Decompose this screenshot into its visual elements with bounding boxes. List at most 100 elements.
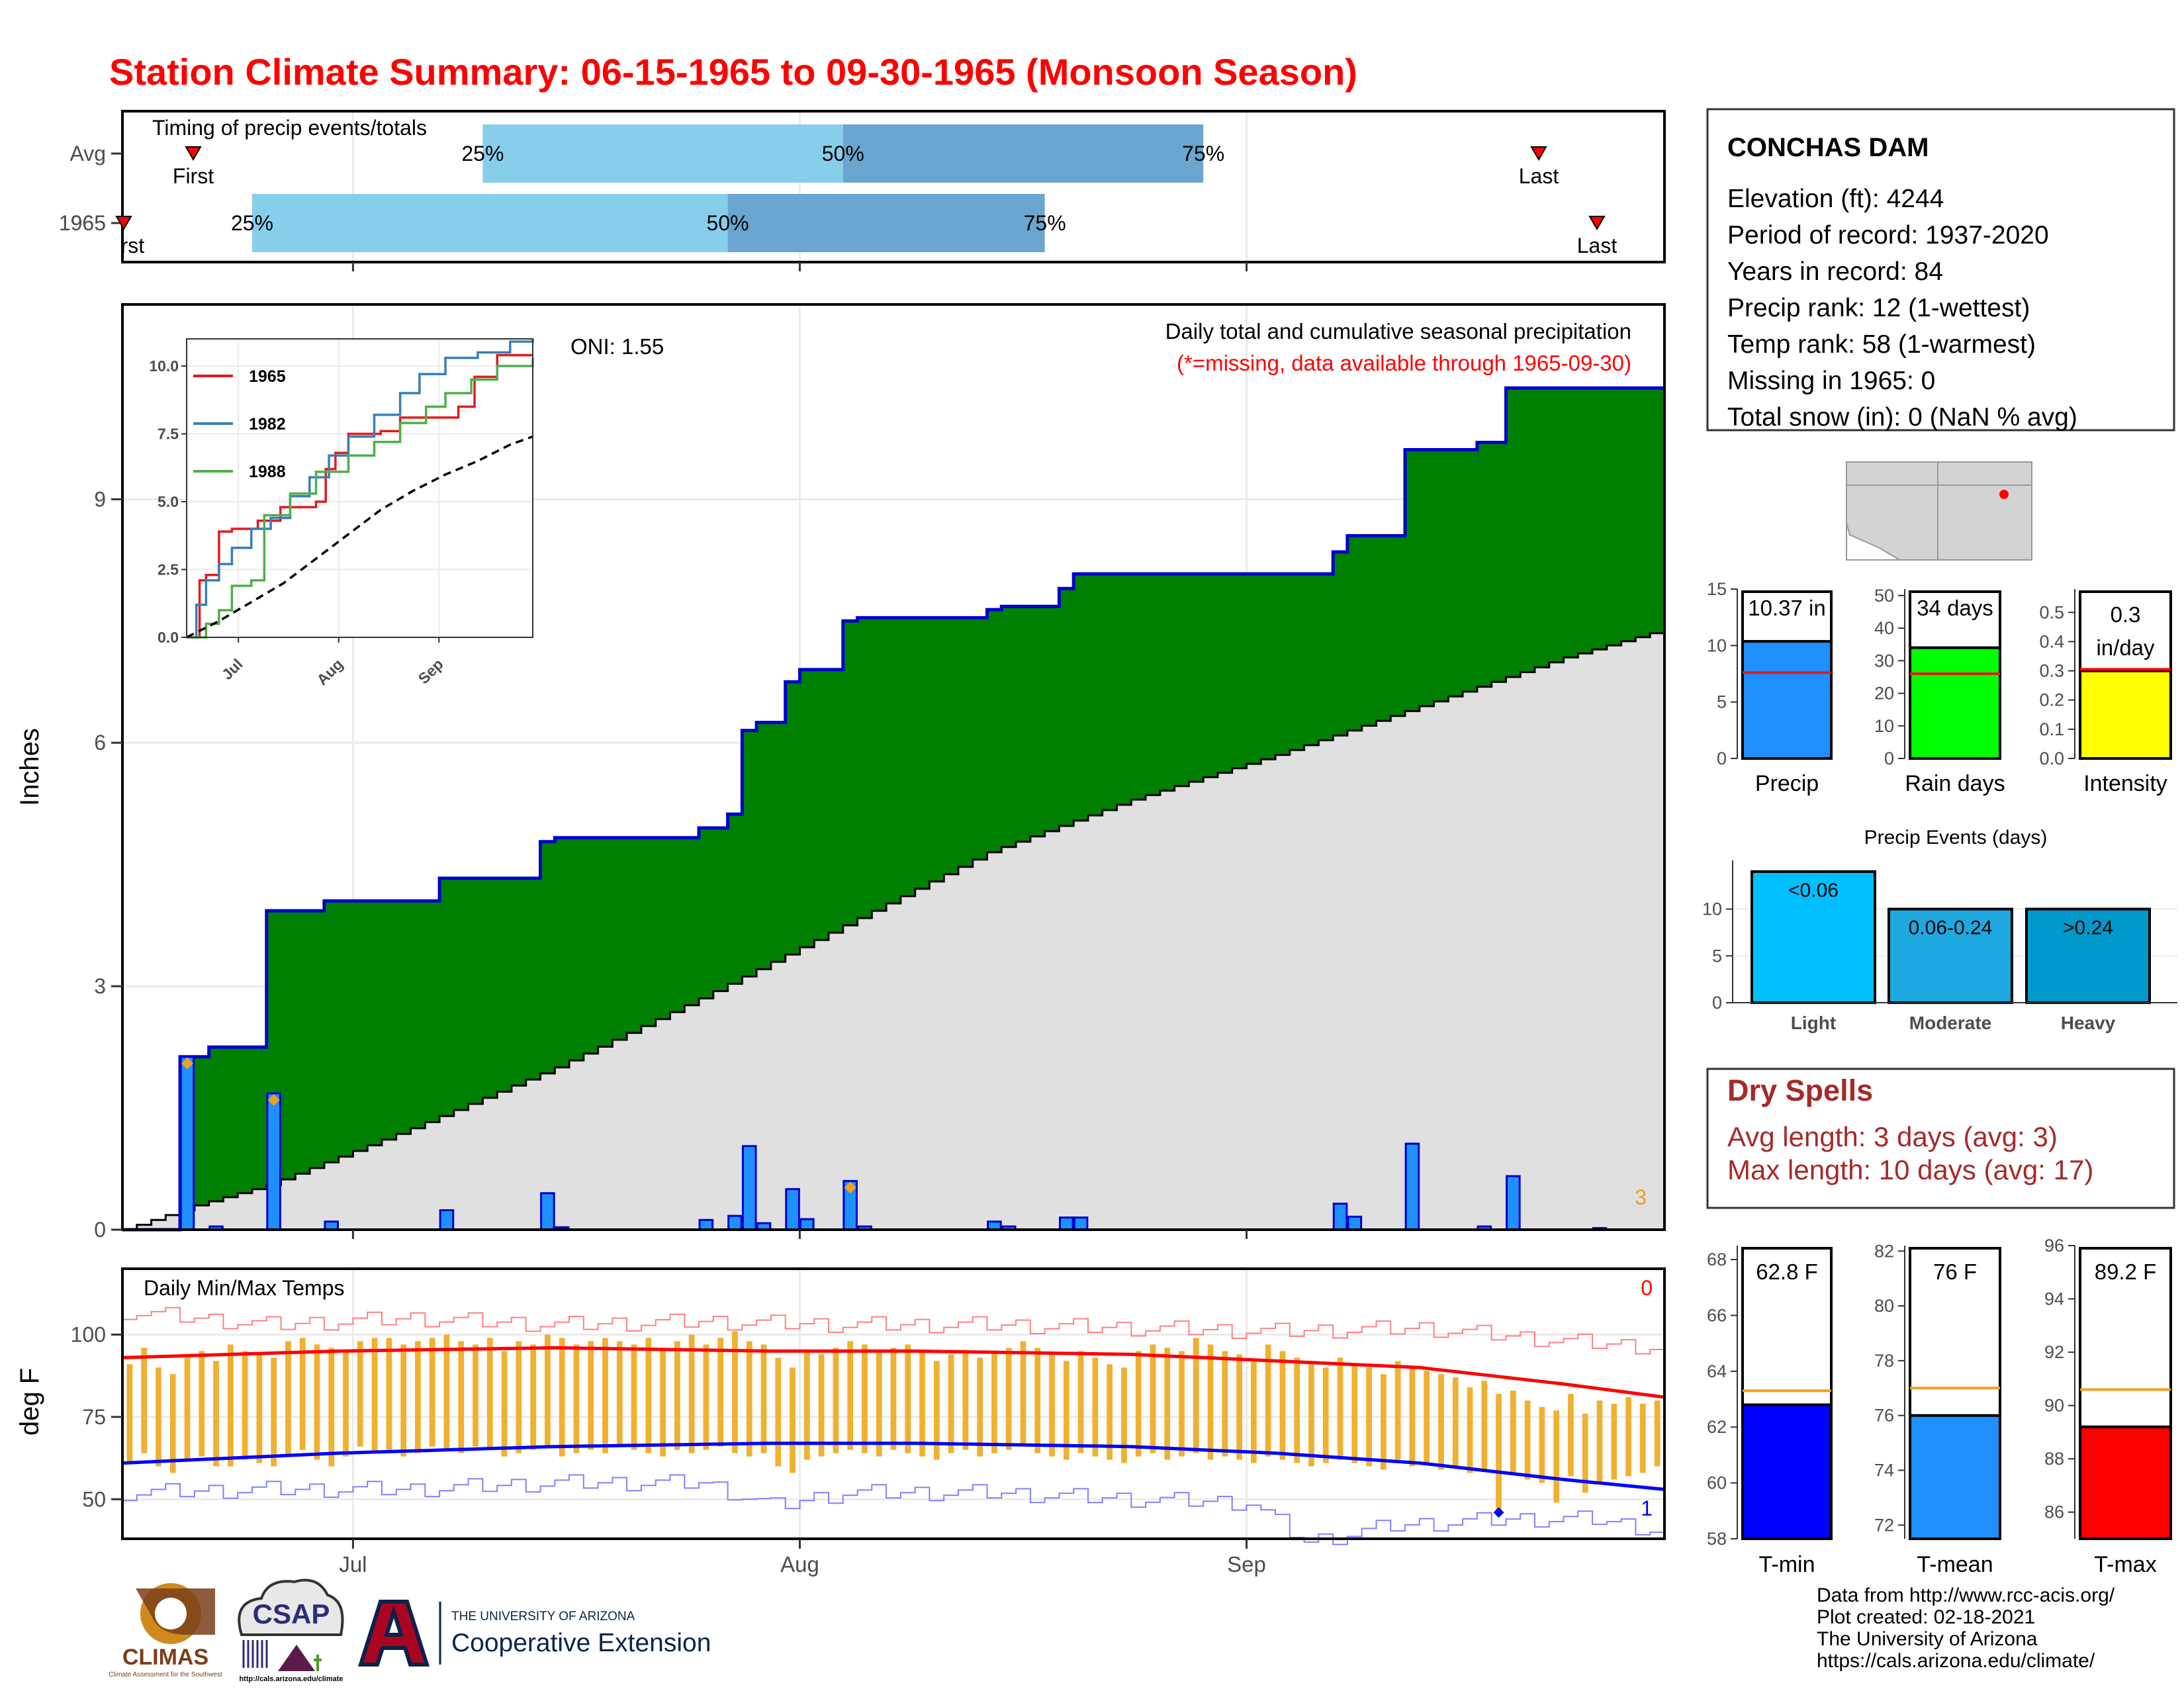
daily-temp-range-bar xyxy=(703,1344,709,1450)
timing-quartile-box-upper xyxy=(727,194,1045,252)
avg-cumulative-area xyxy=(122,629,1664,1230)
daily-temp-range-bar xyxy=(545,1334,551,1447)
climas-logo-subtext: Climate Assessment for the Southwest xyxy=(109,1671,222,1678)
record-day-marker xyxy=(267,1093,280,1106)
daily-precip-bar xyxy=(439,1209,455,1231)
daily-temp-range-bar xyxy=(516,1341,522,1453)
dry-spells-title: Dry Spells xyxy=(1727,1074,1873,1107)
daily-temp-range-bar xyxy=(991,1351,997,1453)
summary-y-tick-label: 20 xyxy=(1874,684,1894,704)
daily-temp-range-bar xyxy=(1150,1344,1156,1453)
ua-logo-line2: Cooperative Extension xyxy=(451,1629,711,1657)
daily-temp-range-bar xyxy=(1207,1344,1214,1460)
summary-y-tick-label: 40 xyxy=(1874,618,1894,638)
tbar-value: 76 F xyxy=(1933,1259,1977,1284)
station-info-line: Period of record: 1937-2020 xyxy=(1727,221,2049,250)
daily-temp-range-bar xyxy=(1394,1361,1401,1460)
daily-temp-range-bar xyxy=(876,1351,882,1457)
events-y-tick-label: 10 xyxy=(1702,899,1722,919)
daily-temp-range-bar xyxy=(746,1341,752,1457)
precip-corner-count: 3 xyxy=(1635,1185,1647,1209)
tbar-y-tick-label: 76 xyxy=(1874,1406,1894,1426)
daily-temp-range-bar xyxy=(299,1338,306,1450)
station-info-line: Years in record: 84 xyxy=(1727,257,1943,286)
daily-temp-range-bar xyxy=(1625,1397,1631,1477)
dry-spells-max: Max length: 10 days (avg: 17) xyxy=(1727,1154,2093,1185)
timing-label-75: 75% xyxy=(1024,211,1066,235)
tbar-y-tick-label: 86 xyxy=(2044,1502,2064,1522)
tbar-t-max xyxy=(2079,1425,2172,1540)
daily-temp-range-bar xyxy=(156,1367,161,1467)
precip-events-chart: Precip Events (days) <0.06 Light 0.06-0.24 M… xyxy=(1702,827,2177,1033)
daily-temp-range-bar xyxy=(775,1357,782,1467)
daily-temp-range-bar xyxy=(631,1344,637,1450)
station-info-line: Elevation (ft): 4244 xyxy=(1727,185,1944,213)
last-event-marker xyxy=(1588,216,1606,230)
daily-temp-range-bar xyxy=(977,1357,983,1457)
inset-y-tick-label: 10.0 xyxy=(149,357,179,375)
precip-y-tick-label: 3 xyxy=(94,974,106,998)
timing-label-25: 25% xyxy=(461,142,504,165)
inset-series-line xyxy=(186,435,533,639)
events-y-tick-label: 5 xyxy=(1712,946,1722,966)
precip-y-tick-label: 0 xyxy=(94,1218,106,1242)
daily-temp-range-bar xyxy=(645,1338,652,1453)
precip-event-category: Moderate xyxy=(1909,1013,1991,1033)
tbar-y-tick-label: 64 xyxy=(1707,1361,1727,1381)
summary-bar-value: 0.3 xyxy=(2111,602,2141,627)
daily-temp-range-bar xyxy=(1063,1361,1069,1460)
footer-credit-line: Data from http://www.rcc-acis.org/ xyxy=(1817,1584,2115,1606)
daily-temp-range-bar xyxy=(732,1331,738,1453)
daily-temp-range-bar xyxy=(271,1357,277,1467)
daily-temp-range-bar xyxy=(1049,1354,1055,1457)
station-info-panel: CONCHAS DAM Elevation (ft): 4244 Period of… xyxy=(1706,108,2175,432)
inset-y-tick-label: 0.0 xyxy=(158,629,179,646)
daily-temp-range-bar xyxy=(803,1351,810,1460)
summary-y-tick-label: 30 xyxy=(1874,651,1894,670)
summary-y-tick-label: 5 xyxy=(1717,692,1727,712)
daily-temp-range-bar xyxy=(1366,1367,1372,1467)
avg-cumulative-line xyxy=(122,629,1666,1231)
temp-line-record_max xyxy=(122,1306,1665,1355)
daily-temp-range-bar xyxy=(1294,1357,1300,1463)
daily-temp-range-bar xyxy=(386,1338,392,1450)
daily-temp-range-bar xyxy=(602,1338,608,1453)
temp-y-tick-label: 50 xyxy=(82,1487,106,1511)
precip-panel: 0 3 6 9 Inches Daily total and cumulative sea… xyxy=(15,303,1666,1242)
daily-temp-range-bar xyxy=(1135,1351,1142,1457)
record-day-marker xyxy=(181,1057,193,1070)
precip-y-axis-label: Inches xyxy=(15,728,44,806)
timing-quartile-box-lower xyxy=(251,194,728,252)
summary-bar-precip xyxy=(1741,640,1833,760)
csap-logo-text: CSAP xyxy=(253,1598,330,1629)
csap-logo-mountain xyxy=(278,1645,315,1671)
inset-legend-label: 1988 xyxy=(249,463,286,481)
tbar-value: 89.2 F xyxy=(2095,1259,2157,1284)
temp-line-avg_min xyxy=(122,1441,1665,1491)
daily-temp-range-bar xyxy=(1308,1361,1314,1467)
inset-y-tick-label: 5.0 xyxy=(158,493,179,510)
daily-temp-range-bar xyxy=(1222,1351,1228,1457)
daily-temp-range-bar xyxy=(674,1341,680,1450)
summary-bar-intensity xyxy=(2079,669,2172,760)
tbar-y-tick-label: 74 xyxy=(1874,1460,1894,1480)
record-low-count: 1 xyxy=(1641,1496,1653,1520)
footer: Data from http://www.rcc-acis.org/Plot c… xyxy=(109,1578,2115,1683)
summary-bar-name: Intensity xyxy=(2083,771,2167,796)
daily-temp-range-bar xyxy=(862,1344,868,1453)
daily-temp-range-bar xyxy=(1193,1338,1199,1453)
daily-temp-range-bar xyxy=(1438,1374,1444,1470)
tbar-name: T-mean xyxy=(1917,1552,1993,1577)
tbar-name: T-min xyxy=(1759,1552,1815,1577)
tbar-t-mean xyxy=(1909,1414,2001,1541)
inset-series-line xyxy=(187,357,534,639)
summary-y-tick-label: 15 xyxy=(1707,579,1727,599)
daily-temp-range-bar xyxy=(314,1344,320,1460)
precip-plot-frame xyxy=(121,303,1666,1231)
precip-event-bar xyxy=(1888,907,2013,1004)
climas-logo-text: CLIMAS xyxy=(122,1645,208,1670)
station-location-marker xyxy=(1999,490,2009,499)
daily-temp-range-bar xyxy=(890,1348,897,1450)
record-day-marker xyxy=(844,1181,856,1194)
precip-event-label: >0.24 xyxy=(2063,917,2113,939)
